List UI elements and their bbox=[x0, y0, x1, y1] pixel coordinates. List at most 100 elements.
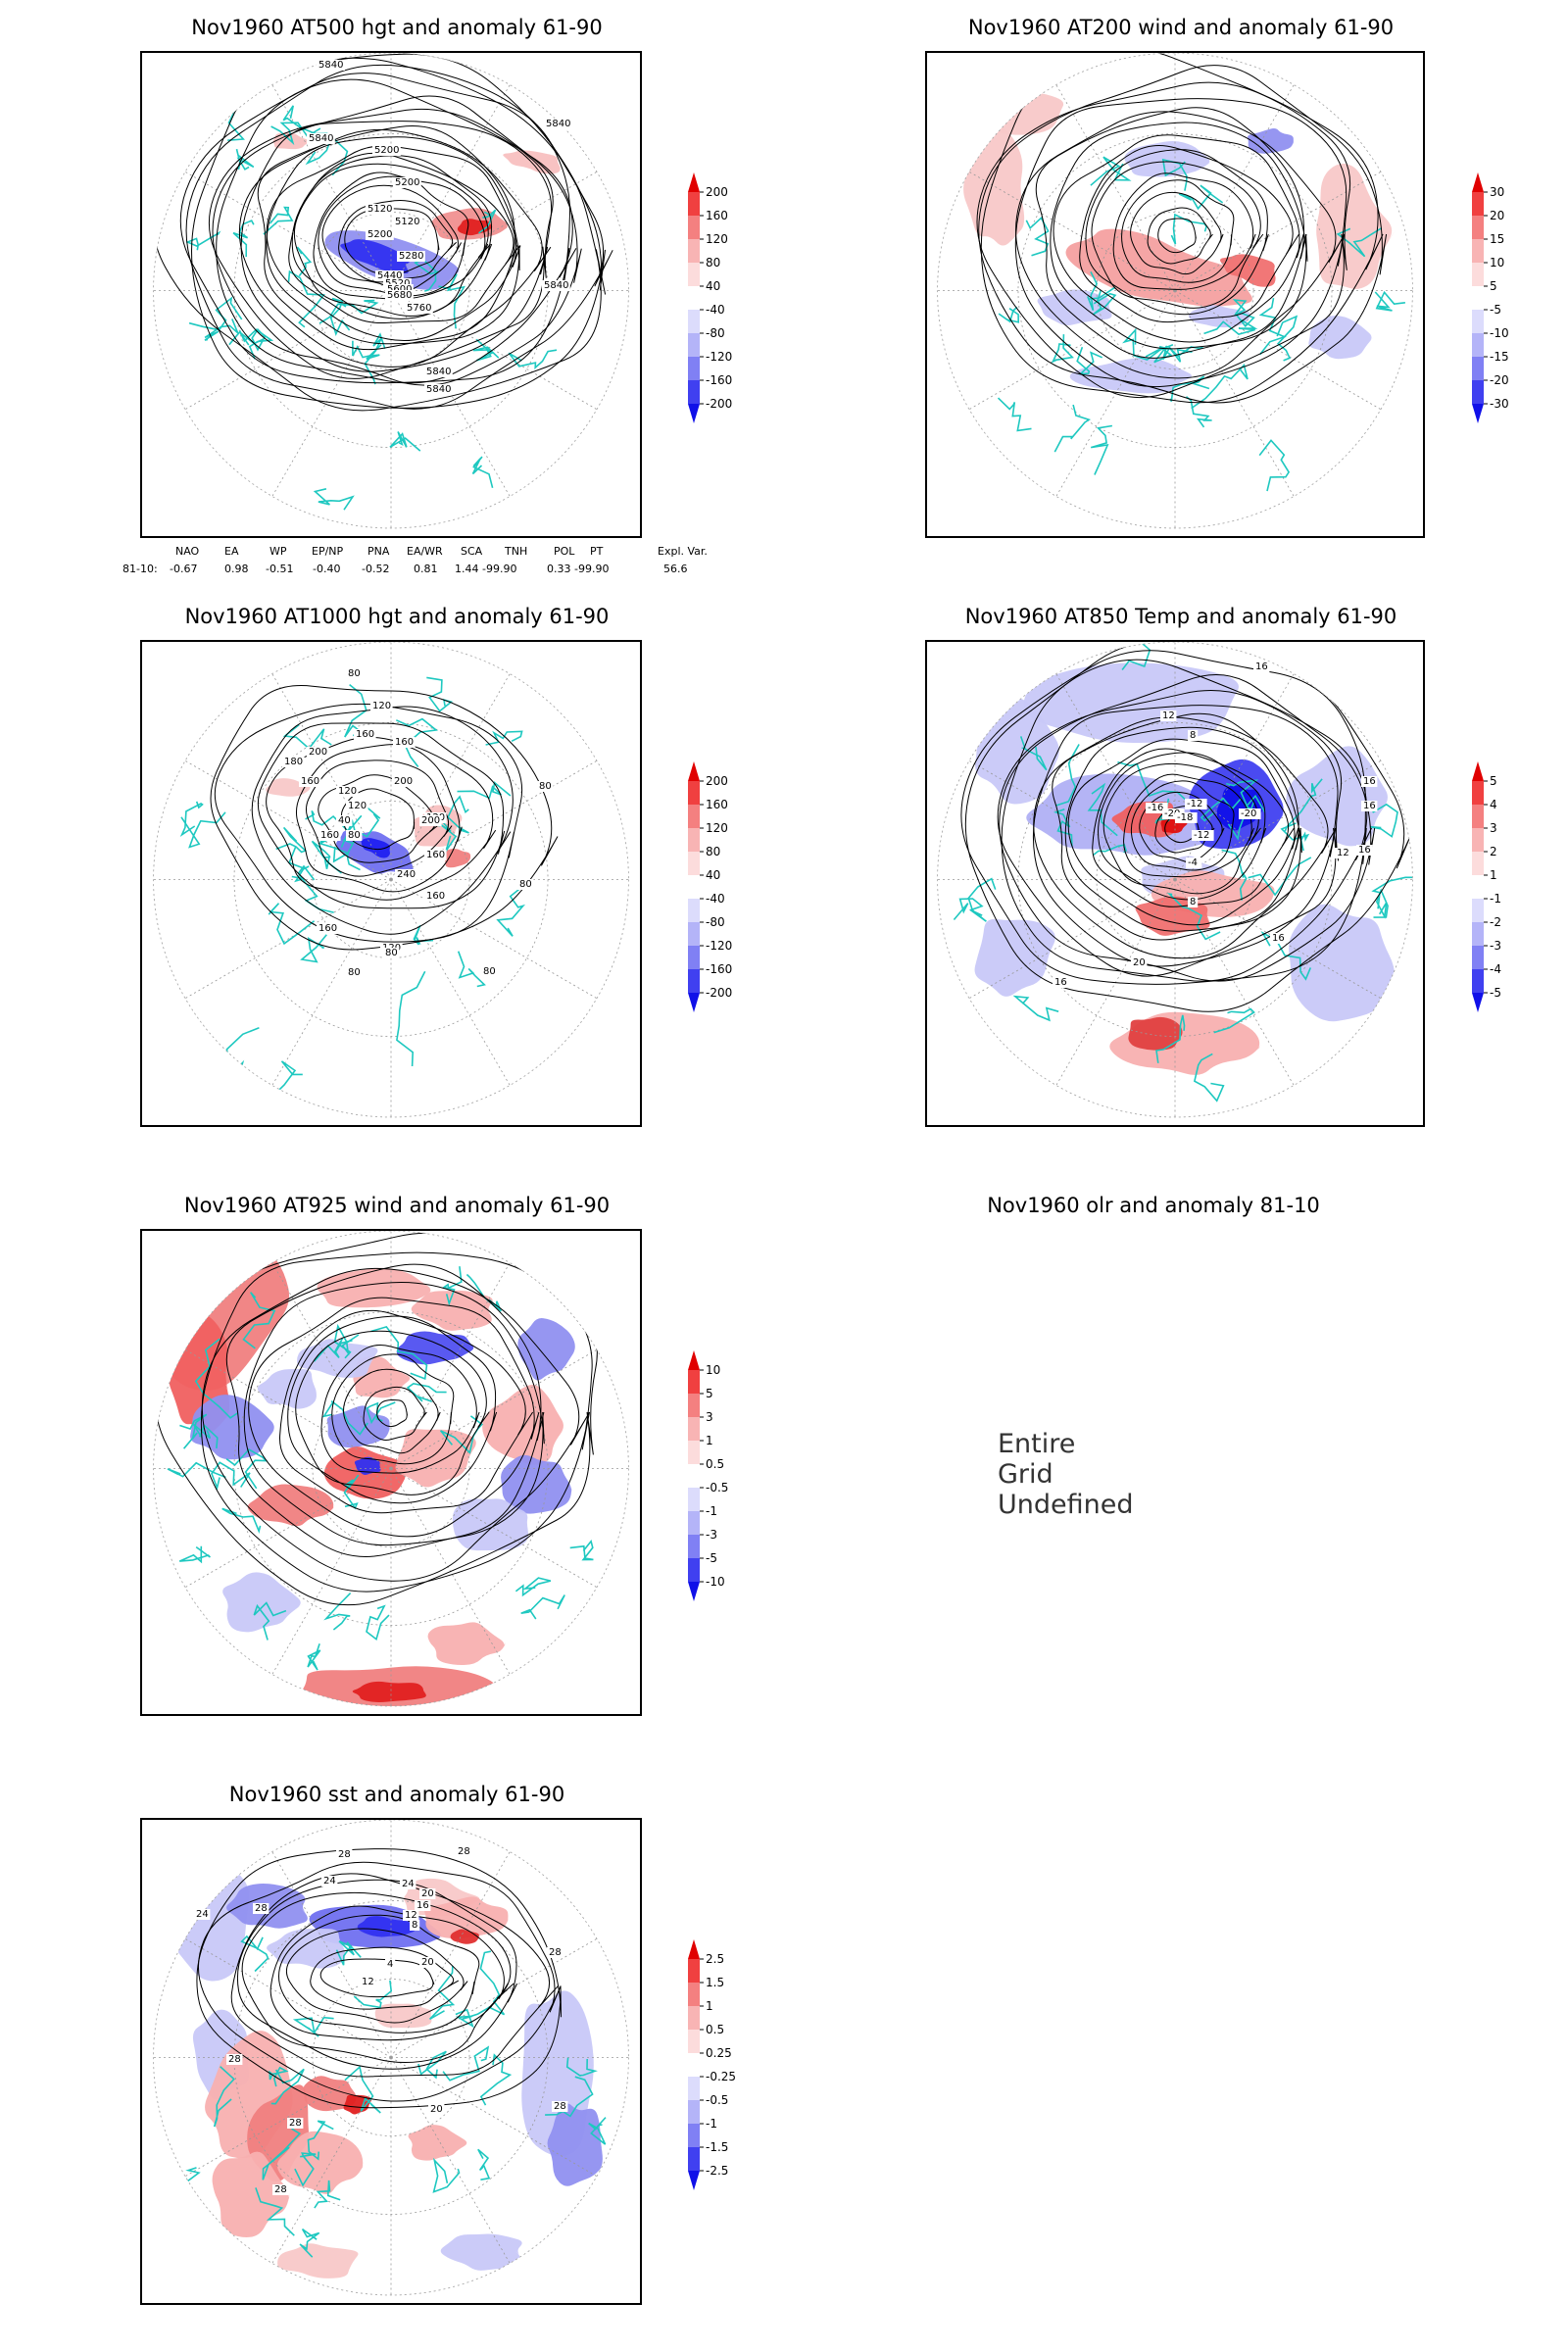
contour-line bbox=[236, 1879, 518, 2070]
map-frame: 8012016016020080180160120120408016020012… bbox=[140, 640, 642, 1127]
coastline bbox=[1122, 327, 1174, 361]
contour-label: 5200 bbox=[368, 229, 392, 240]
contour-label-bg bbox=[383, 278, 412, 289]
meridian-line bbox=[184, 879, 392, 1000]
anomaly-shading bbox=[975, 696, 1062, 805]
colorbar-label: -1 bbox=[706, 2117, 717, 2131]
contour-label: 5200 bbox=[374, 145, 399, 156]
contour-line bbox=[238, 128, 552, 368]
undefined-grid-message: Entire Grid Undefined bbox=[998, 1429, 1134, 1520]
colorbar-label: 80 bbox=[706, 256, 720, 270]
contour-line bbox=[266, 136, 520, 345]
colorbar-cell bbox=[688, 263, 700, 286]
colorbar: 200 160 120 80 40 -40 -80 -120 -160 -200 bbox=[688, 172, 732, 423]
colorbar-label: 10 bbox=[706, 1363, 720, 1377]
contour-label: 40 bbox=[338, 815, 351, 826]
meridian-line bbox=[271, 2057, 392, 2264]
index-value: 0.81 bbox=[414, 563, 438, 575]
coastline bbox=[1012, 995, 1059, 1022]
contour-label: 20 bbox=[421, 1957, 434, 1968]
colorbar-label: -200 bbox=[706, 986, 732, 1000]
coastline bbox=[213, 2066, 235, 2128]
coastline bbox=[299, 2228, 320, 2258]
coastline bbox=[441, 1266, 463, 1306]
contour-line bbox=[270, 1905, 509, 2041]
colorbar-label: 1 bbox=[706, 1434, 713, 1447]
colorbar-cell bbox=[1472, 852, 1484, 875]
contour-label: -12 bbox=[1187, 799, 1202, 809]
colorbar-top-arrow bbox=[688, 172, 700, 192]
colorbar-label: -160 bbox=[706, 373, 732, 387]
colorbar-label: -160 bbox=[706, 962, 732, 976]
coastline bbox=[1221, 849, 1248, 901]
contour-line bbox=[997, 690, 1343, 977]
contour-label: 16 bbox=[1358, 845, 1371, 856]
contour-label: 12 bbox=[1337, 848, 1349, 858]
contour-label-bg bbox=[336, 815, 353, 826]
coastline bbox=[514, 1577, 552, 1597]
contour-label-bg bbox=[405, 303, 433, 314]
contour-label-bg bbox=[282, 757, 305, 767]
coastline bbox=[313, 488, 355, 511]
contour-label-bg bbox=[321, 1876, 338, 1886]
coastline bbox=[545, 2076, 594, 2118]
coastline bbox=[263, 206, 294, 235]
contour-label: 120 bbox=[348, 801, 367, 811]
contour-line bbox=[1121, 179, 1235, 283]
coastline bbox=[287, 270, 325, 328]
coastline bbox=[242, 1292, 276, 1349]
contour-line bbox=[980, 53, 1384, 404]
coastline bbox=[479, 2053, 513, 2106]
coastline bbox=[1055, 744, 1080, 807]
contour-label: 16 bbox=[1363, 776, 1376, 787]
contour-label: 5680 bbox=[387, 290, 412, 301]
colorbar-bottom-arrow bbox=[1472, 404, 1484, 423]
contour-label: 80 bbox=[348, 668, 361, 679]
coastline bbox=[457, 951, 486, 988]
anomaly-shading bbox=[171, 1861, 250, 1982]
colorbar-bottom-arrow bbox=[688, 1582, 700, 1601]
contour-line bbox=[1050, 122, 1308, 350]
contour-line bbox=[285, 1928, 468, 2024]
contour-label: 16 bbox=[1054, 977, 1067, 988]
anomaly-shading bbox=[517, 1318, 577, 1381]
coastline bbox=[1193, 1053, 1225, 1102]
contour-label-bg bbox=[253, 1903, 270, 1914]
colorbar-label: -1.5 bbox=[706, 2140, 728, 2154]
contour-label: 80 bbox=[539, 781, 552, 792]
contour-line bbox=[1052, 712, 1301, 941]
meridian-line bbox=[390, 879, 511, 1086]
meridian-line bbox=[1174, 171, 1382, 291]
contour-label: -12 bbox=[1194, 830, 1209, 841]
contour-label-bg bbox=[1160, 710, 1177, 721]
contour-line bbox=[291, 155, 493, 319]
contour-label: 80 bbox=[519, 879, 532, 890]
contour-line bbox=[976, 81, 1351, 399]
contour-label: 5840 bbox=[426, 367, 451, 377]
contour-label-bg bbox=[481, 966, 498, 977]
coastline bbox=[321, 1400, 368, 1436]
contour-label: 12 bbox=[362, 1977, 374, 1987]
colorbar-bottom-arrow bbox=[688, 2171, 700, 2190]
contour-label: 80 bbox=[483, 966, 496, 977]
contour-line bbox=[306, 760, 453, 877]
colorbar-cell bbox=[1472, 781, 1484, 805]
colorbar-cell bbox=[688, 946, 700, 969]
coastline bbox=[479, 1950, 506, 2016]
coastline bbox=[235, 149, 255, 171]
colorbar-cell bbox=[688, 781, 700, 805]
coastline bbox=[255, 1060, 303, 1106]
colorbar-legend: 2.5 1.5 1 0.5 0.25 -0.25 -0.5 -1 -1.5 -2.5 bbox=[684, 1939, 743, 2218]
colorbar-cell bbox=[688, 286, 700, 310]
index-value: -0.52 bbox=[362, 563, 390, 575]
meridian-line bbox=[271, 673, 392, 880]
contour-label-bg bbox=[1053, 977, 1069, 988]
colorbar-cell bbox=[1472, 333, 1484, 357]
map-content bbox=[153, 53, 629, 528]
colorbar-cell bbox=[1472, 828, 1484, 852]
coastline bbox=[370, 1325, 428, 1381]
coastline bbox=[1051, 334, 1074, 364]
colorbar-label: -0.5 bbox=[706, 2093, 728, 2107]
chart-title: Nov1960 AT200 wind and anomaly 61-90 bbox=[967, 16, 1395, 39]
contour-label-bg bbox=[400, 1879, 416, 1889]
